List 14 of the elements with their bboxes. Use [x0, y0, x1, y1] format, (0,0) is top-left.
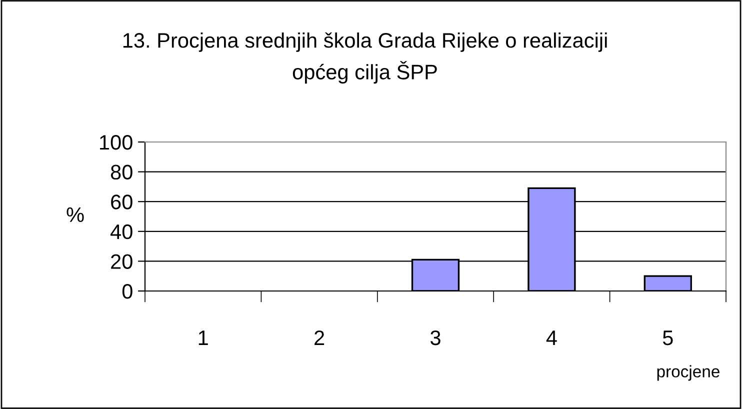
y-axis-title: %	[66, 207, 84, 222]
y-tick-label: 80	[110, 164, 132, 180]
y-tick-label: 20	[111, 254, 132, 269]
x-tick-label: 2	[314, 330, 324, 345]
y-tick-label: 0	[122, 284, 132, 299]
x-tick-label: 4	[546, 330, 557, 345]
y-tick-label: 60	[111, 194, 132, 210]
y-tick-label: 40	[110, 224, 132, 240]
x-tick-label: 5	[662, 330, 673, 346]
x-axis-title: procjene	[657, 365, 720, 381]
chart-title: 13. Procjena srednjih škola Grada Rijeke o realizaciji općeg cilja ŠPP	[123, 32, 607, 84]
x-tick-label: 1	[198, 330, 208, 345]
y-tick-label: 100	[100, 135, 132, 150]
x-tick-label: 3	[430, 330, 440, 346]
